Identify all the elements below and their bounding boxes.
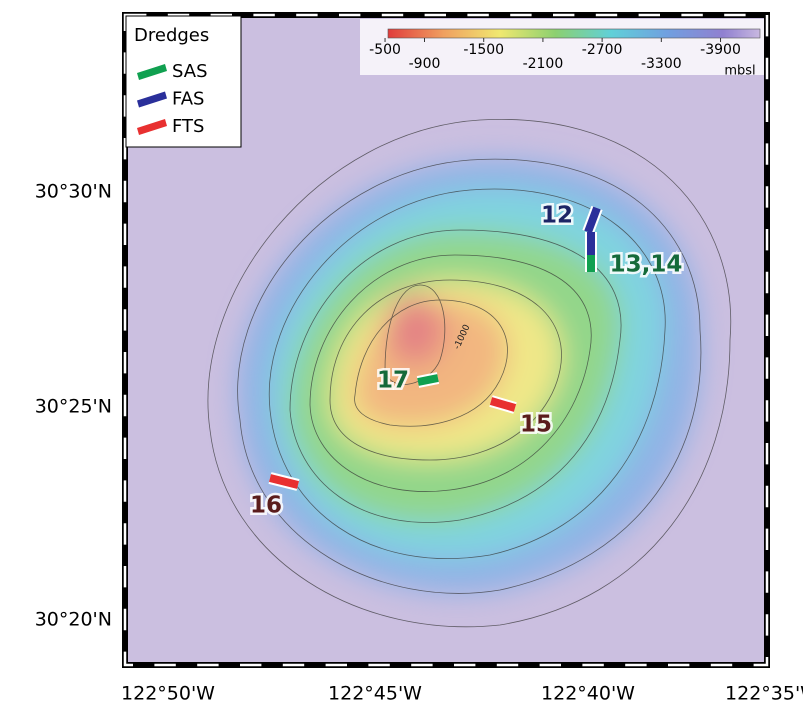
lon-label: 122°50'W	[121, 683, 215, 705]
legend-title: Dredges	[134, 25, 209, 46]
legend-label: FTS	[172, 116, 204, 137]
contours	[207, 118, 732, 628]
map-frame-checker	[123, 13, 769, 667]
dredge-marker	[489, 397, 517, 412]
dredge-label: 16	[250, 493, 282, 519]
bathymetry	[125, 15, 767, 665]
legend-label: FAS	[172, 89, 204, 110]
lat-label: 30°30'N	[35, 181, 112, 203]
colorbar-label: -1500	[463, 42, 504, 58]
depth-zone	[385, 295, 445, 365]
dredge-label: 12	[541, 203, 573, 229]
colorbar-label: -3300	[641, 56, 682, 72]
dredge-label: 15	[520, 412, 552, 438]
lon-label: 122°45'W	[328, 683, 422, 705]
colorbar-label: -3900	[700, 42, 741, 58]
dredge-marker	[584, 206, 601, 234]
colorbar-unit: mbsl	[724, 64, 755, 79]
colorbar-label: -2700	[582, 42, 623, 58]
legend-swatch	[137, 119, 167, 135]
colorbar-box	[360, 19, 764, 75]
legend-label: SAS	[172, 61, 208, 82]
legend-swatch	[137, 64, 167, 80]
dredge-marker	[417, 374, 439, 386]
colorbar-label: -500	[369, 42, 401, 58]
dredge-label: 13,14	[610, 252, 683, 278]
lat-label: 30°20'N	[35, 609, 112, 631]
colorbar-label: -2100	[523, 56, 564, 72]
legend-box	[125, 15, 242, 148]
overlay: 30°30'N 30°25'N 30°20'N 122°50'W 122°45'W 122…	[35, 15, 803, 705]
lat-label: 30°25'N	[35, 396, 112, 418]
lon-label: 122°40'W	[541, 683, 635, 705]
colorbar-label: -900	[409, 56, 441, 72]
legend-swatch	[137, 91, 167, 108]
dredge-marker	[269, 474, 299, 489]
colorbar	[387, 28, 761, 39]
lon-label: 122°35'W	[725, 683, 803, 705]
dredge-label: 17	[377, 368, 409, 394]
